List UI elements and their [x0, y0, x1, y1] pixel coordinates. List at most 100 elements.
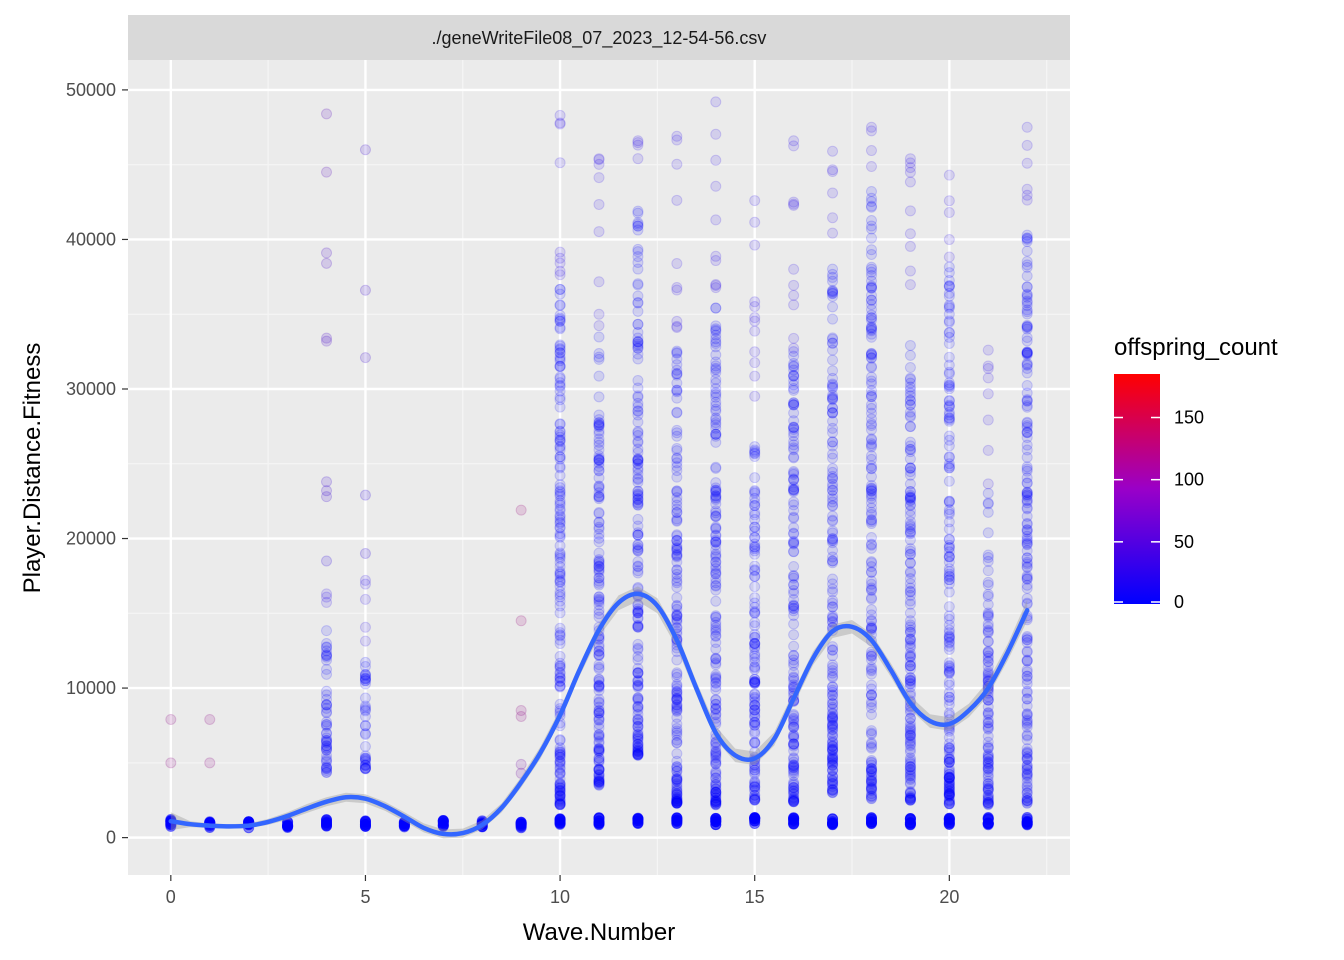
data-point [671, 722, 683, 734]
data-point [632, 650, 644, 662]
data-point [593, 774, 605, 786]
data-point [710, 657, 722, 669]
data-point [749, 689, 761, 701]
data-point [671, 793, 683, 805]
data-point [554, 353, 566, 365]
data-point [710, 128, 722, 140]
data-point [359, 762, 371, 774]
data-point [671, 793, 683, 805]
data-point [593, 532, 605, 544]
data-point [632, 401, 644, 413]
data-point [749, 704, 761, 716]
data-point [671, 789, 683, 801]
data-point [710, 484, 722, 496]
data-point [710, 494, 722, 506]
data-point [710, 698, 722, 710]
data-point [671, 787, 683, 799]
data-point [632, 545, 644, 557]
data-point [710, 556, 722, 568]
data-point [671, 797, 683, 809]
data-point [904, 557, 916, 569]
legend-title: offspring_count [1114, 334, 1278, 361]
data-point [865, 508, 877, 520]
data-point [593, 674, 605, 686]
data-point [593, 594, 605, 606]
data-point [593, 754, 605, 766]
data-point [904, 598, 916, 610]
data-point [671, 780, 683, 792]
data-point [554, 252, 566, 264]
data-point [710, 786, 722, 798]
data-point [710, 510, 722, 522]
data-point [827, 719, 839, 731]
data-point [554, 521, 566, 533]
data-point [554, 589, 566, 601]
data-point [749, 570, 761, 582]
data-point [632, 692, 644, 704]
data-point [321, 699, 333, 711]
data-point [710, 780, 722, 792]
data-point [710, 573, 722, 585]
data-point [982, 736, 994, 748]
data-point [710, 703, 722, 715]
data-point [321, 689, 333, 701]
y-axis: 0 10000 20000 30000 40000 50000 [66, 80, 128, 848]
data-point [593, 685, 605, 697]
data-point [593, 604, 605, 616]
data-point [321, 736, 333, 748]
data-point [827, 164, 839, 176]
data-point [710, 568, 722, 580]
data-point [788, 384, 800, 396]
data-point [982, 656, 994, 668]
data-point [710, 652, 722, 664]
data-point [904, 626, 916, 638]
data-point [710, 694, 722, 706]
data-point [865, 654, 877, 666]
data-point [710, 630, 722, 642]
data-point [554, 391, 566, 403]
data-point [632, 730, 644, 742]
data-point [710, 302, 722, 314]
data-point [593, 599, 605, 611]
data-point [321, 736, 333, 748]
data-point [593, 649, 605, 661]
data-point [554, 344, 566, 356]
data-point [904, 615, 916, 627]
data-point [710, 383, 722, 395]
data-point [359, 675, 371, 687]
data-point [593, 764, 605, 776]
data-point [671, 406, 683, 418]
data-point [359, 720, 371, 732]
data-point [554, 490, 566, 502]
data-point [671, 353, 683, 365]
data-point [710, 461, 722, 473]
data-point [593, 347, 605, 359]
data-point [749, 513, 761, 525]
data-point [632, 246, 644, 258]
data-point [749, 620, 761, 632]
data-point [671, 544, 683, 556]
data-point [904, 205, 916, 217]
data-point [593, 679, 605, 691]
data-point [904, 760, 916, 772]
data-point [359, 759, 371, 771]
data-point [865, 399, 877, 411]
data-point [749, 704, 761, 716]
data-point [671, 748, 683, 760]
data-point [593, 815, 605, 827]
data-point [593, 704, 605, 716]
data-point [554, 453, 566, 465]
data-point [710, 360, 722, 372]
data-point [749, 696, 761, 708]
data-point [671, 762, 683, 774]
data-point [749, 663, 761, 675]
data-point [749, 581, 761, 593]
data-point [632, 613, 644, 625]
data-point [943, 366, 955, 378]
data-point [554, 451, 566, 463]
data-point [321, 649, 333, 661]
data-point [788, 332, 800, 344]
data-point [554, 379, 566, 391]
data-point [632, 642, 644, 654]
data-point [710, 630, 722, 642]
